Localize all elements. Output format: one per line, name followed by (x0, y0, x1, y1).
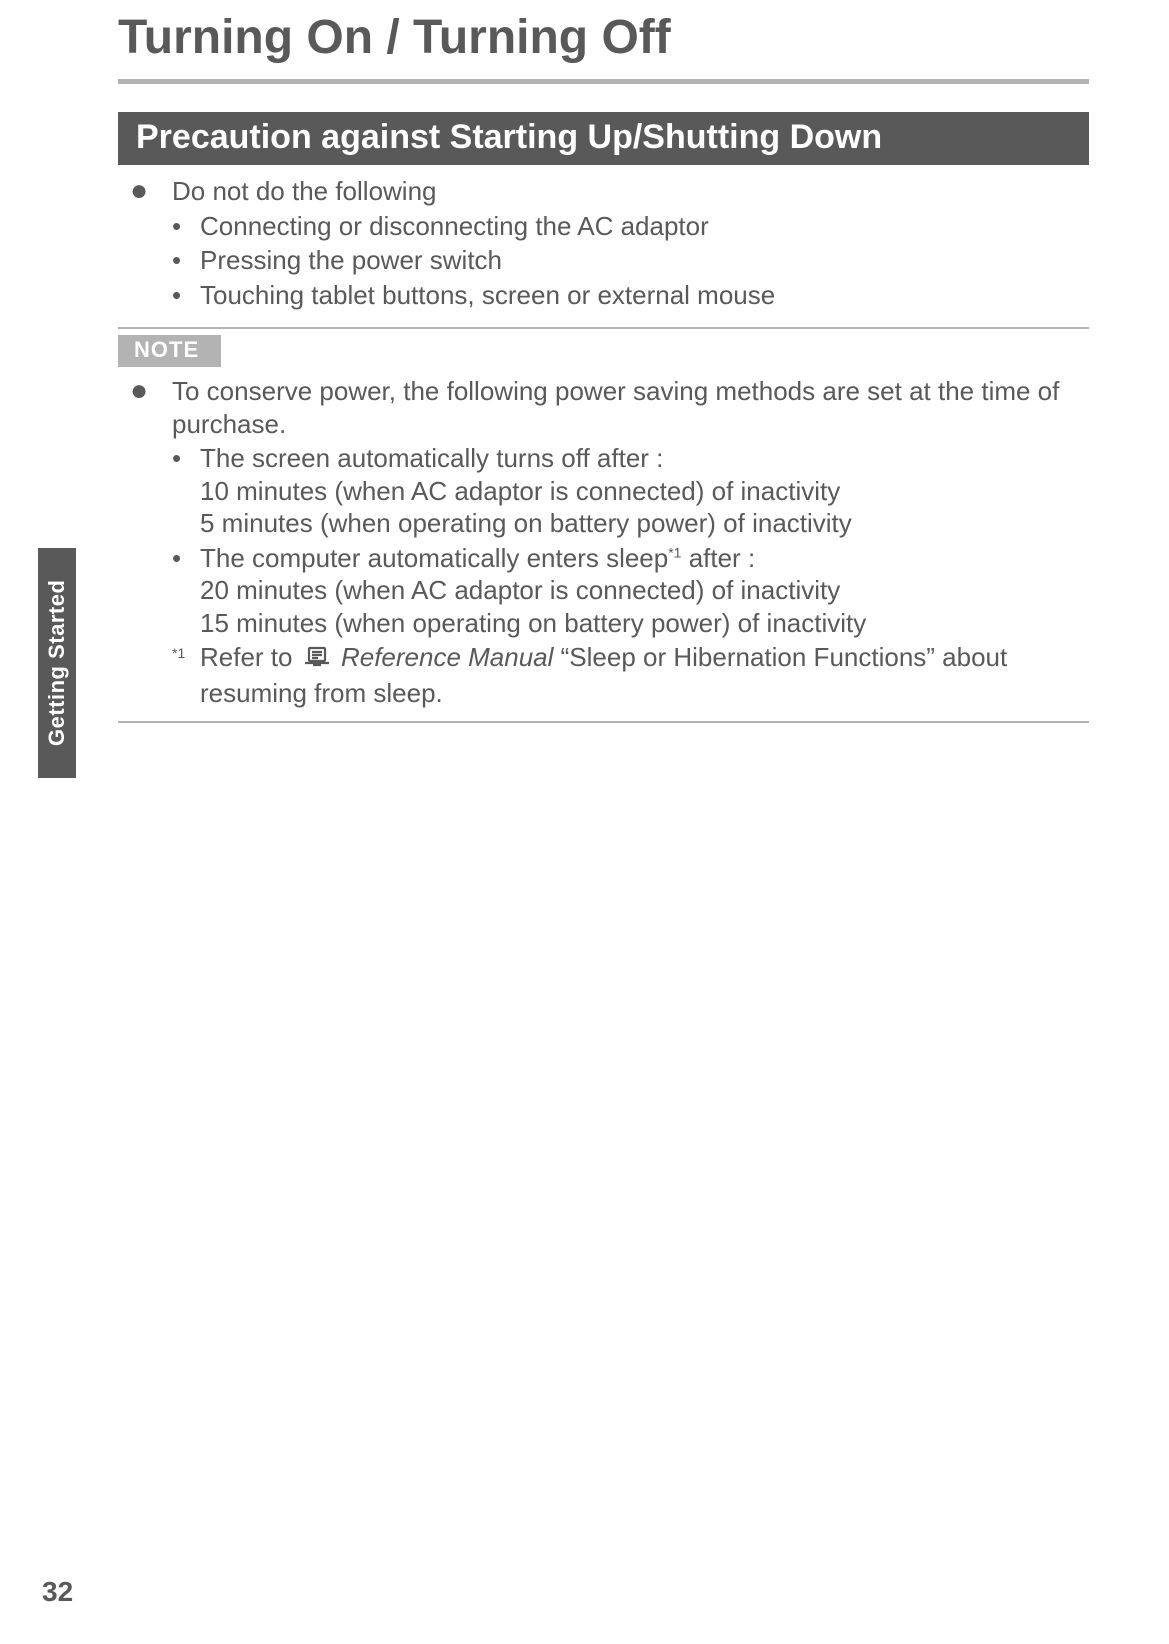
bullet-head-pre: The computer automatically enters sleep (200, 543, 668, 573)
note-block: ● To conserve power, the following power… (124, 375, 1089, 709)
precaution-lead: ● Do not do the following (124, 175, 1089, 208)
list-item: • Touching tablet buttons, screen or ext… (172, 279, 1089, 312)
divider (118, 327, 1089, 329)
bullet-dot-icon: • (172, 210, 200, 243)
footnote-pre: Refer to (200, 642, 300, 672)
list-item-text: The computer automatically enters sleep*… (200, 542, 1089, 640)
footnote: *1 Refer to Reference Manual “Sleep or H… (172, 641, 1089, 709)
note-header: NOTE (118, 335, 1089, 367)
list-item-text: The screen automatically turns off after… (200, 442, 1089, 540)
divider (118, 721, 1089, 723)
footnote-mark: *1 (172, 641, 200, 709)
bullet-dot-icon: • (172, 442, 200, 540)
reference-title: Reference Manual (341, 642, 553, 672)
bullet-dot-icon: • (172, 279, 200, 312)
footnote-text: Refer to Reference Manual “Sleep or Hibe… (200, 641, 1089, 709)
list-item: • Connecting or disconnecting the AC ada… (172, 210, 1089, 243)
bullet-head: The screen automatically turns off after… (200, 443, 663, 473)
section-heading: Precaution against Starting Up/Shutting … (118, 112, 1089, 165)
bullet-line: 15 minutes (when operating on battery po… (200, 608, 866, 638)
page-title: Turning On / Turning Off (118, 0, 1089, 79)
bullet-head-post: after : (681, 543, 755, 573)
manual-page: Turning On / Turning Off Precaution agai… (0, 0, 1169, 1644)
list-item-text: Touching tablet buttons, screen or exter… (200, 279, 1089, 312)
list-item: • The screen automatically turns off aft… (172, 442, 1089, 540)
section-side-tab: Getting Started (38, 548, 76, 778)
list-item-text: Pressing the power switch (200, 244, 1089, 277)
bullet-line: 5 minutes (when operating on battery pow… (200, 508, 852, 538)
bullet-dot-icon: • (172, 542, 200, 640)
list-item: • The computer automatically enters slee… (172, 542, 1089, 640)
reference-manual-icon (302, 644, 332, 677)
title-rule (118, 79, 1089, 84)
bullet-disc-icon: ● (124, 375, 172, 440)
note-lead-text: To conserve power, the following power s… (172, 375, 1089, 440)
page-number: 32 (42, 1576, 73, 1608)
precaution-block: ● Do not do the following • Connecting o… (124, 175, 1089, 311)
superscript: *1 (668, 544, 681, 560)
list-item: • Pressing the power switch (172, 244, 1089, 277)
bullet-disc-icon: ● (124, 175, 172, 208)
precaution-lead-text: Do not do the following (172, 175, 1089, 208)
bullet-line: 20 minutes (when AC adaptor is connected… (200, 575, 840, 605)
bullet-dot-icon: • (172, 244, 200, 277)
note-lead: ● To conserve power, the following power… (124, 375, 1089, 440)
list-item-text: Connecting or disconnecting the AC adapt… (200, 210, 1089, 243)
bullet-line: 10 minutes (when AC adaptor is connected… (200, 476, 840, 506)
note-badge: NOTE (118, 335, 221, 367)
